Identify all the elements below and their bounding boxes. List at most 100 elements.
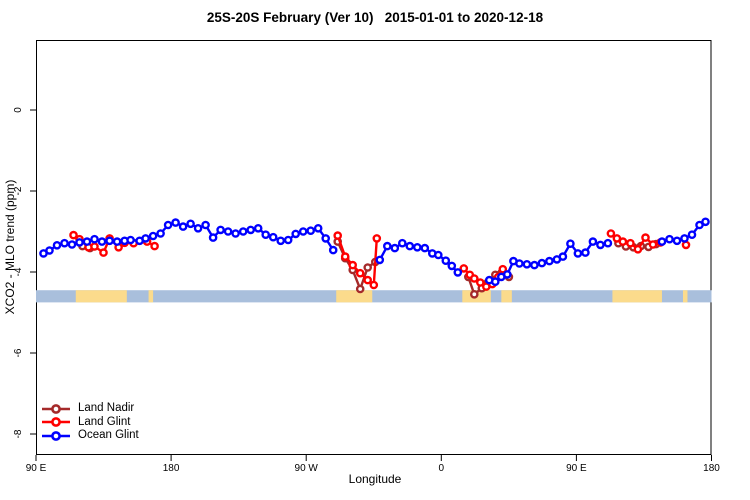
data-point-ocean-glint — [82, 237, 92, 246]
data-point-ocean-glint — [148, 231, 158, 241]
legend-label-land-nadir: Land Nadir — [78, 402, 135, 415]
data-point-ocean-glint — [390, 243, 400, 253]
y-tick-label: 0 — [13, 107, 24, 113]
x-tick-label: 180 — [163, 463, 180, 474]
data-point-land-glint — [648, 240, 658, 249]
data-point-ocean-glint — [603, 238, 613, 248]
x-tick-label: 90 E — [26, 463, 47, 474]
data-point-ocean-glint — [375, 255, 385, 265]
data-point-ocean-glint — [522, 259, 532, 269]
y-tick-label: -2 — [13, 186, 24, 195]
data-point-ocean-glint — [246, 225, 255, 235]
data-point-ocean-glint — [695, 220, 704, 230]
data-point-land-glint — [475, 278, 485, 287]
data-point-ocean-glint — [60, 238, 69, 248]
data-point-land-glint — [99, 248, 108, 257]
data-point-ocean-glint — [441, 256, 451, 266]
data-point-ocean-glint — [420, 243, 430, 253]
data-point-land-glint — [90, 242, 99, 251]
legend-label-ocean-glint: Ocean Glint — [78, 429, 139, 442]
data-point-ocean-glint — [313, 223, 323, 233]
plot-border — [36, 40, 712, 455]
data-point-ocean-glint — [186, 219, 195, 229]
data-point-land-glint — [150, 241, 159, 251]
legend: Land Nadir Land Glint Ocean Glint — [41, 402, 139, 443]
data-point-ocean-glint — [283, 235, 293, 245]
data-point-land-glint — [633, 244, 643, 254]
data-point-ocean-glint — [291, 229, 301, 239]
data-point-ocean-glint — [97, 237, 107, 246]
data-point-land-glint — [340, 252, 350, 261]
data-point-ocean-glint — [90, 234, 99, 244]
data-point-land-nadir — [469, 289, 479, 299]
data-point-ocean-glint — [573, 249, 583, 258]
legend-marker-land-nadir-icon — [42, 403, 70, 414]
data-point-land-glint — [333, 231, 343, 240]
data-point-land-glint — [372, 234, 382, 243]
data-point-ocean-glint — [67, 240, 77, 249]
data-point-ocean-glint — [453, 268, 463, 277]
data-point-ocean-glint — [171, 218, 180, 227]
surface-strip-land — [682, 290, 688, 303]
surface-strip-ocean — [36, 290, 712, 303]
data-point-land-nadir — [363, 263, 373, 272]
data-point-land-nadir — [355, 284, 365, 294]
data-point-ocean-glint — [502, 270, 512, 279]
legend-item-land-glint: Land Glint — [41, 416, 139, 430]
data-point-ocean-glint — [238, 227, 248, 236]
y-tick-label: -4 — [13, 267, 24, 276]
data-point-land-glint — [355, 268, 365, 278]
data-point-ocean-glint — [141, 234, 150, 243]
x-tick-label: 180 — [703, 463, 720, 474]
data-point-land-glint — [612, 234, 622, 243]
data-point-ocean-glint — [276, 236, 286, 246]
data-point-land-glint — [69, 230, 78, 240]
legend-label-land-glint: Land Glint — [78, 415, 131, 428]
data-point-ocean-glint — [298, 227, 308, 236]
data-point-ocean-glint — [447, 261, 457, 271]
data-point-ocean-glint — [412, 242, 422, 252]
x-tick-label: 90 W — [295, 463, 319, 474]
surface-strip-land — [336, 290, 373, 303]
data-point-ocean-glint — [126, 235, 135, 245]
legend-item-land-nadir: Land Nadir — [41, 402, 139, 416]
data-point-land-glint — [641, 233, 650, 242]
data-point-ocean-glint — [201, 220, 210, 230]
data-point-ocean-glint — [105, 236, 114, 246]
y-tick-label: -8 — [13, 429, 24, 438]
data-point-ocean-glint — [672, 236, 682, 246]
data-point-ocean-glint — [581, 248, 590, 257]
data-point-ocean-glint — [566, 239, 575, 248]
data-point-land-glint — [459, 264, 469, 273]
data-point-ocean-glint — [665, 234, 674, 244]
data-point-ocean-glint — [382, 241, 392, 251]
surface-strip-land — [148, 290, 154, 303]
data-point-land-glint — [469, 274, 479, 283]
series-ocean-glint — [39, 217, 710, 287]
data-point-ocean-glint — [52, 240, 62, 250]
data-point-ocean-glint — [397, 238, 407, 248]
data-point-land-glint — [369, 280, 379, 290]
data-point-ocean-glint — [433, 250, 443, 260]
data-point-ocean-glint — [253, 223, 263, 233]
data-point-ocean-glint — [193, 223, 203, 233]
data-point-land-glint — [626, 238, 635, 248]
data-point-ocean-glint — [545, 256, 554, 266]
data-point-ocean-glint — [261, 230, 271, 239]
surface-strip-land — [612, 290, 662, 303]
surface-strip-land — [501, 290, 512, 303]
data-point-ocean-glint — [208, 233, 218, 242]
legend-marker-ocean-glint-icon — [42, 430, 70, 441]
data-point-ocean-glint — [515, 259, 524, 268]
data-point-ocean-glint — [701, 217, 710, 227]
x-axis-label: Longitude — [348, 472, 402, 486]
y-tick-label: -6 — [13, 348, 24, 357]
data-point-ocean-glint — [216, 225, 225, 235]
data-point-ocean-glint — [588, 237, 598, 246]
data-point-ocean-glint — [75, 238, 84, 247]
data-point-ocean-glint — [178, 222, 188, 231]
data-point-land-glint — [681, 240, 691, 250]
data-point-ocean-glint — [223, 227, 233, 236]
